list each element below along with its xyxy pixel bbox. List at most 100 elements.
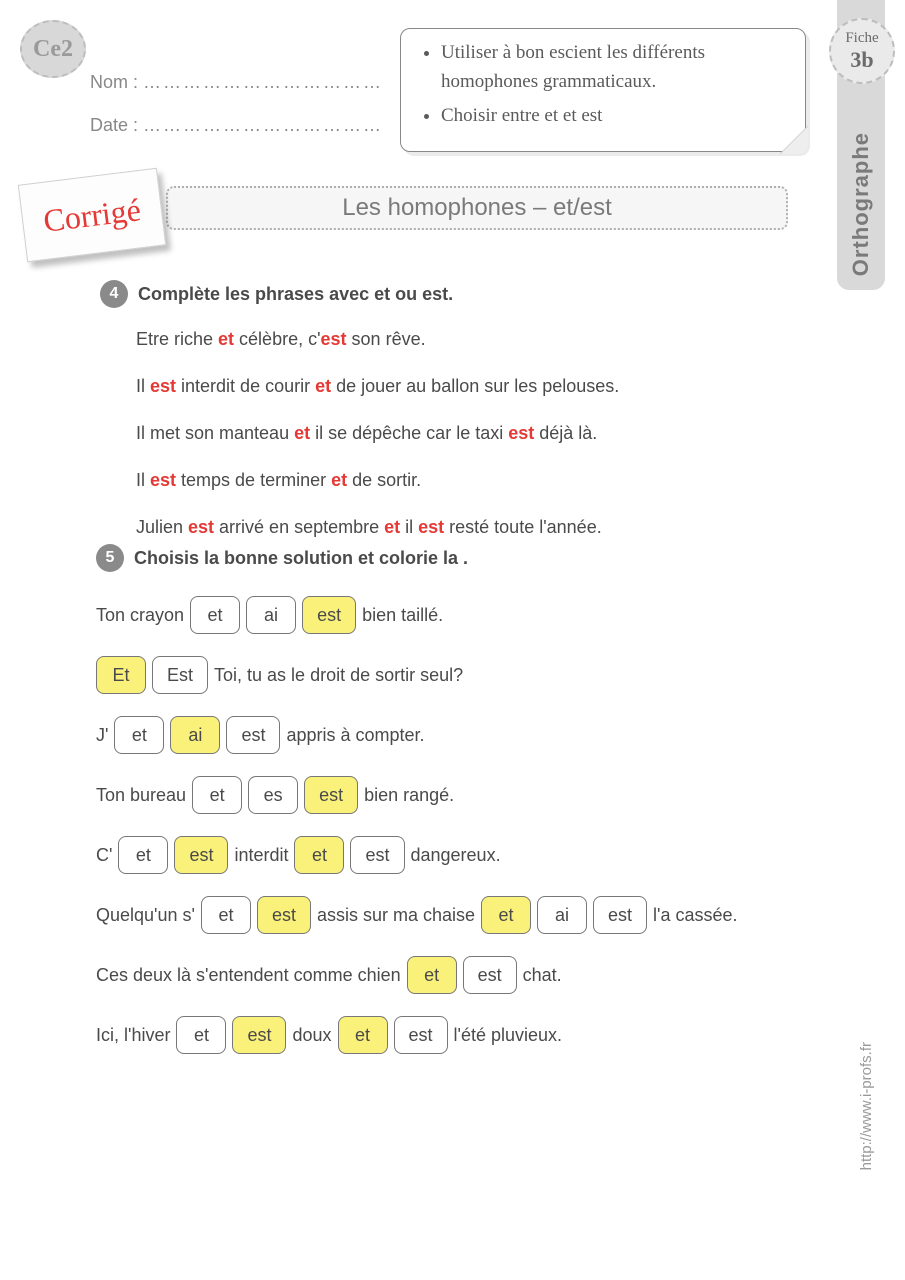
answer-word: et [294, 423, 310, 443]
option-box[interactable]: et [201, 896, 251, 934]
row-text: Ton crayon [96, 605, 184, 626]
row-text: l'été pluvieux. [454, 1025, 563, 1046]
option-box[interactable]: et [114, 716, 164, 754]
sentence-text: il [400, 517, 418, 537]
choice-row: Ton crayon etaiest bien taillé. [96, 596, 856, 634]
option-box[interactable]: es [248, 776, 298, 814]
choice-row: Ici, l'hiver etest douxetest l'été pluvi… [96, 1016, 856, 1054]
row-text: dangereux. [411, 845, 501, 866]
option-box[interactable]: et [294, 836, 344, 874]
sentence-line: Il est interdit de courir et de jouer au… [136, 373, 800, 400]
sentence-line: Il est temps de terminer et de sortir. [136, 467, 800, 494]
option-box[interactable]: et [407, 956, 457, 994]
option-box[interactable]: est [463, 956, 517, 994]
sentence-text: il se dépêche car le taxi [310, 423, 508, 443]
choice-row: Ton bureauetesest bien rangé. [96, 776, 856, 814]
sentence-text: Il [136, 376, 150, 396]
option-box[interactable]: est [394, 1016, 448, 1054]
sentence-text: interdit de courir [176, 376, 315, 396]
option-box[interactable]: est [350, 836, 404, 874]
answer-word: est [508, 423, 534, 443]
sentence-line: Etre riche et célèbre, c'est son rêve. [136, 326, 800, 353]
source-url: http://www.i-profs.fr [858, 1042, 875, 1170]
row-text: bien taillé. [362, 605, 443, 626]
fiche-number: 3b [850, 47, 873, 73]
exercise-number: 4 [100, 280, 128, 308]
row-text: J' [96, 725, 108, 746]
sentence-text: resté toute l'année. [444, 517, 602, 537]
sentence-text: Il met son manteau [136, 423, 294, 443]
choice-row: Quelqu'un s' etest assis sur ma chaise e… [96, 896, 856, 934]
objective-item: Choisir entre et et est [441, 102, 791, 131]
row-text: Quelqu'un s' [96, 905, 195, 926]
choice-row: J' etaiest appris à compter. [96, 716, 856, 754]
answer-word: est [150, 376, 176, 396]
date-label: Date : [90, 115, 138, 135]
option-box[interactable]: est [232, 1016, 286, 1054]
sentence-text: de jouer au ballon sur les pelouses. [331, 376, 619, 396]
option-box[interactable]: et [176, 1016, 226, 1054]
option-box[interactable]: et [481, 896, 531, 934]
nom-label: Nom : [90, 72, 138, 92]
row-text: Toi, tu as le droit de sortir seul? [214, 665, 463, 686]
option-box[interactable]: ai [246, 596, 296, 634]
worksheet-title: Les homophones – et/est [166, 186, 788, 230]
choice-row: EtEst Toi, tu as le droit de sortir seul… [96, 656, 856, 694]
exercise-instruction: Complète les phrases avec et ou est. [138, 284, 453, 305]
answer-word: est [321, 329, 347, 349]
sentence-text: son rêve. [347, 329, 426, 349]
exercise-5: 5 Choisis la bonne solution et colorie l… [96, 544, 856, 1076]
row-text: assis sur ma chaise [317, 905, 475, 926]
exercise-4: 4 Complète les phrases avec et ou est. E… [100, 280, 800, 561]
row-text: chat. [523, 965, 562, 986]
exercise-number: 5 [96, 544, 124, 572]
sentence-line: Il met son manteau et il se dépêche car … [136, 420, 800, 447]
option-box[interactable]: est [304, 776, 358, 814]
fiche-label: Fiche [845, 30, 878, 47]
row-text: Ces deux là s'entendent comme chien [96, 965, 401, 986]
row-text: doux [292, 1025, 331, 1046]
corrige-sticker: Corrigé [18, 168, 166, 262]
fiche-badge: Fiche 3b [829, 18, 895, 84]
option-box[interactable]: est [302, 596, 356, 634]
option-box[interactable]: Et [96, 656, 146, 694]
name-date-block: Nom : ……………………………… Date : ……………………………… [90, 72, 383, 158]
row-text: Ici, l'hiver [96, 1025, 170, 1046]
answer-word: est [188, 517, 214, 537]
objective-item: Utiliser à bon escient les différents ho… [441, 39, 791, 96]
row-text: l'a cassée. [653, 905, 737, 926]
option-box[interactable]: et [338, 1016, 388, 1054]
answer-word: est [418, 517, 444, 537]
date-dots: ……………………………… [143, 115, 383, 135]
sentence-text: célèbre, c' [234, 329, 320, 349]
objectives-box: Utiliser à bon escient les différents ho… [400, 28, 806, 152]
nom-dots: ……………………………… [143, 72, 383, 92]
sentence-text: temps de terminer [176, 470, 331, 490]
sentence-text: de sortir. [347, 470, 421, 490]
option-box[interactable]: est [226, 716, 280, 754]
sentence-text: Etre riche [136, 329, 218, 349]
option-box[interactable]: ai [170, 716, 220, 754]
option-box[interactable]: et [192, 776, 242, 814]
choice-row: C' etest interdit etest dangereux. [96, 836, 856, 874]
option-box[interactable]: est [257, 896, 311, 934]
option-box[interactable]: et [118, 836, 168, 874]
sentence-text: arrivé en septembre [214, 517, 384, 537]
answer-word: et [331, 470, 347, 490]
answer-word: et [315, 376, 331, 396]
sentence-text: déjà là. [534, 423, 597, 443]
sentence-text: Il [136, 470, 150, 490]
level-badge: Ce2 [20, 20, 86, 78]
exercise-instruction: Choisis la bonne solution et colorie la … [134, 548, 468, 569]
option-box[interactable]: Est [152, 656, 208, 694]
option-box[interactable]: et [190, 596, 240, 634]
row-text: bien rangé. [364, 785, 454, 806]
answer-word: et [218, 329, 234, 349]
row-text: appris à compter. [286, 725, 424, 746]
sentence-text: Julien [136, 517, 188, 537]
option-box[interactable]: est [174, 836, 228, 874]
row-text: C' [96, 845, 112, 866]
sentence-line: Julien est arrivé en septembre et il est… [136, 514, 800, 541]
option-box[interactable]: est [593, 896, 647, 934]
option-box[interactable]: ai [537, 896, 587, 934]
